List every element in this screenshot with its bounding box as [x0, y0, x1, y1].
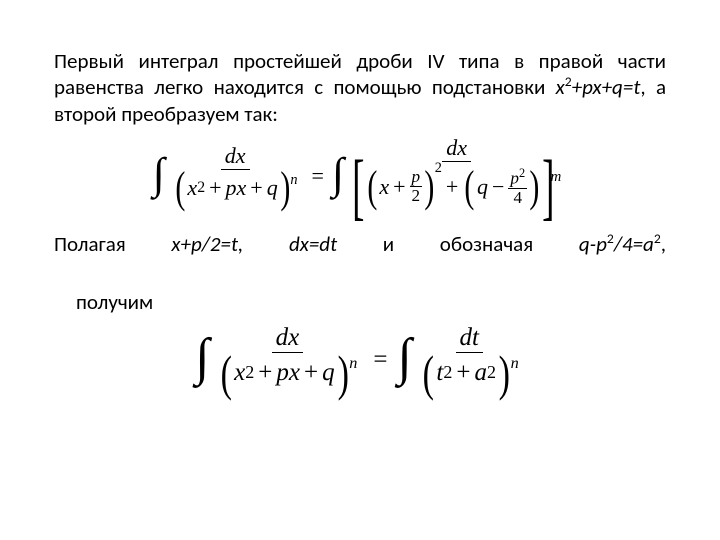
page: Первый интеграл простейшей дроби IV типа…: [0, 0, 720, 540]
eq2-plus2: +: [304, 359, 318, 387]
fraction-lhs: dx ( x2 + px + q ) n: [169, 143, 302, 208]
den-x: x: [187, 175, 197, 201]
two-den: 2: [410, 187, 423, 205]
eq2-tsq: 2: [443, 362, 452, 383]
frac-eq2-l: dx ( x2 + px + q ) n: [214, 324, 362, 397]
subst-rest: +px+q=t: [572, 74, 641, 100]
integral-icon-3: ∫: [195, 332, 209, 384]
eq-sign: =: [312, 163, 324, 189]
eq2-den-r: ( t2 + a2 ) n: [416, 353, 523, 397]
op-plus4: +: [446, 174, 458, 200]
eq2-dx: dx: [272, 324, 304, 353]
den-q: q: [267, 175, 278, 201]
pow-2a: 2: [435, 160, 442, 177]
paragraph-2: Полагая x+p/2=t, dx=dt и обозначая q-p2/…: [54, 231, 666, 316]
den-lhs: ( x2 + px + q ) n: [169, 170, 302, 208]
rhs-q: q: [477, 174, 488, 200]
integral-icon-2: ∫: [332, 152, 344, 196]
op-minus: −: [492, 174, 504, 200]
eq2-pow-n: n: [349, 354, 357, 372]
eq2-a: a: [474, 359, 487, 387]
p2-c: dx=dt: [289, 231, 337, 257]
integral-icon-4: ∫: [397, 332, 411, 384]
p2-b: x+p/2=t,: [171, 231, 243, 257]
subst-x: x: [556, 74, 565, 100]
eq2-dt: dt: [456, 324, 483, 353]
pow-m: m: [550, 169, 561, 185]
eq2-t: t: [436, 359, 443, 387]
den-x-sq: 2: [197, 179, 205, 197]
eq2-plus3: +: [456, 359, 470, 387]
psq-num: p2: [508, 167, 527, 189]
op-plus: +: [209, 175, 221, 201]
num-dx2: dx: [442, 135, 471, 162]
eq2-q: q: [322, 359, 335, 387]
num-dx: dx: [221, 143, 250, 170]
rhs-x: x: [379, 174, 389, 200]
integral-icon: ∫: [153, 152, 165, 196]
p-num: p: [410, 168, 423, 187]
eq2-xsq: 2: [245, 362, 254, 383]
paragraph-1: Первый интеграл простейшей дроби IV типа…: [54, 48, 666, 127]
eq2-den-l: ( x2 + px + q ) n: [214, 353, 362, 397]
frac-p24: p2 4: [508, 167, 527, 207]
eq2-eq: =: [373, 346, 387, 374]
p2-line2: получим: [76, 289, 666, 315]
four-den: 4: [511, 189, 524, 207]
fraction-rhs: dx [ ( x + p 2 ) 2: [348, 135, 565, 217]
op-plus2: +: [250, 175, 262, 201]
pow-n: n: [290, 172, 297, 188]
frac-p2: p 2: [410, 168, 423, 205]
equation-2: ∫ dx ( x2 + px + q ) n = ∫ d: [54, 324, 666, 397]
den-rhs: [ ( x + p 2 ) 2 +: [348, 162, 565, 217]
p2-d: и обозначая: [383, 231, 533, 257]
op-plus3: +: [393, 174, 405, 200]
eq2-pow-n2: n: [511, 354, 519, 372]
eq2-px: px: [276, 359, 300, 387]
subst-sq: 2: [565, 73, 572, 90]
p2-a: Полагая: [54, 231, 126, 257]
p2-ef: q-p2/4=a2,: [579, 231, 666, 257]
eq2-x: x: [234, 359, 245, 387]
eq2-plus1: +: [258, 359, 272, 387]
den-px: px: [226, 175, 247, 201]
frac-eq2-r: dt ( t2 + a2 ) n: [416, 324, 523, 397]
equation-1: ∫ dx ( x2 + px + q ) n = ∫ d: [54, 135, 666, 217]
eq2-asq: 2: [487, 362, 496, 383]
